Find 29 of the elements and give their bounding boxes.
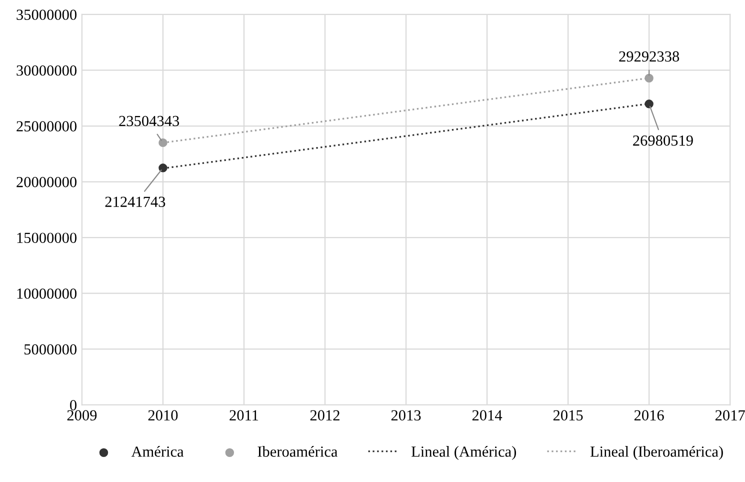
x-tick-label: 2010 <box>148 410 178 420</box>
y-tick-label: 35000000 <box>16 10 77 20</box>
x-tick-label: 2016 <box>634 410 664 420</box>
x-tick-label: 2015 <box>553 410 583 420</box>
x-tick-label: 2012 <box>310 410 340 420</box>
legend-label: Lineal (América) <box>412 446 516 460</box>
data-label: 29292338 <box>619 51 680 62</box>
y-tick-label: 30000000 <box>16 65 77 76</box>
x-tick-label: 2009 <box>67 410 97 420</box>
data-label: 21241743 <box>105 196 166 207</box>
y-tick-label: 0 <box>70 400 77 410</box>
y-tick-label: 20000000 <box>16 176 77 188</box>
y-tick-label: 15000000 <box>17 232 77 244</box>
x-tick-label: 2017 <box>715 410 745 420</box>
data-label: 26980519 <box>633 135 693 146</box>
legend-label: América <box>131 446 184 457</box>
point <box>644 74 654 82</box>
x-tick-label: 2011 <box>230 410 258 420</box>
legend-label: Iberoamérica <box>258 446 338 457</box>
legend-label: Lineal (Iberoamérica) <box>590 446 723 460</box>
x-tick-label: 2013 <box>391 410 421 420</box>
data-label: 23504343 <box>119 116 180 126</box>
x-tick-label: 2014 <box>472 410 502 420</box>
y-tick-label: 10000000 <box>17 288 77 299</box>
point <box>158 164 168 172</box>
y-tick-label: 25000000 <box>16 121 77 132</box>
point <box>158 138 168 148</box>
y-tick-label: 5000000 <box>24 344 77 355</box>
point <box>644 100 654 108</box>
